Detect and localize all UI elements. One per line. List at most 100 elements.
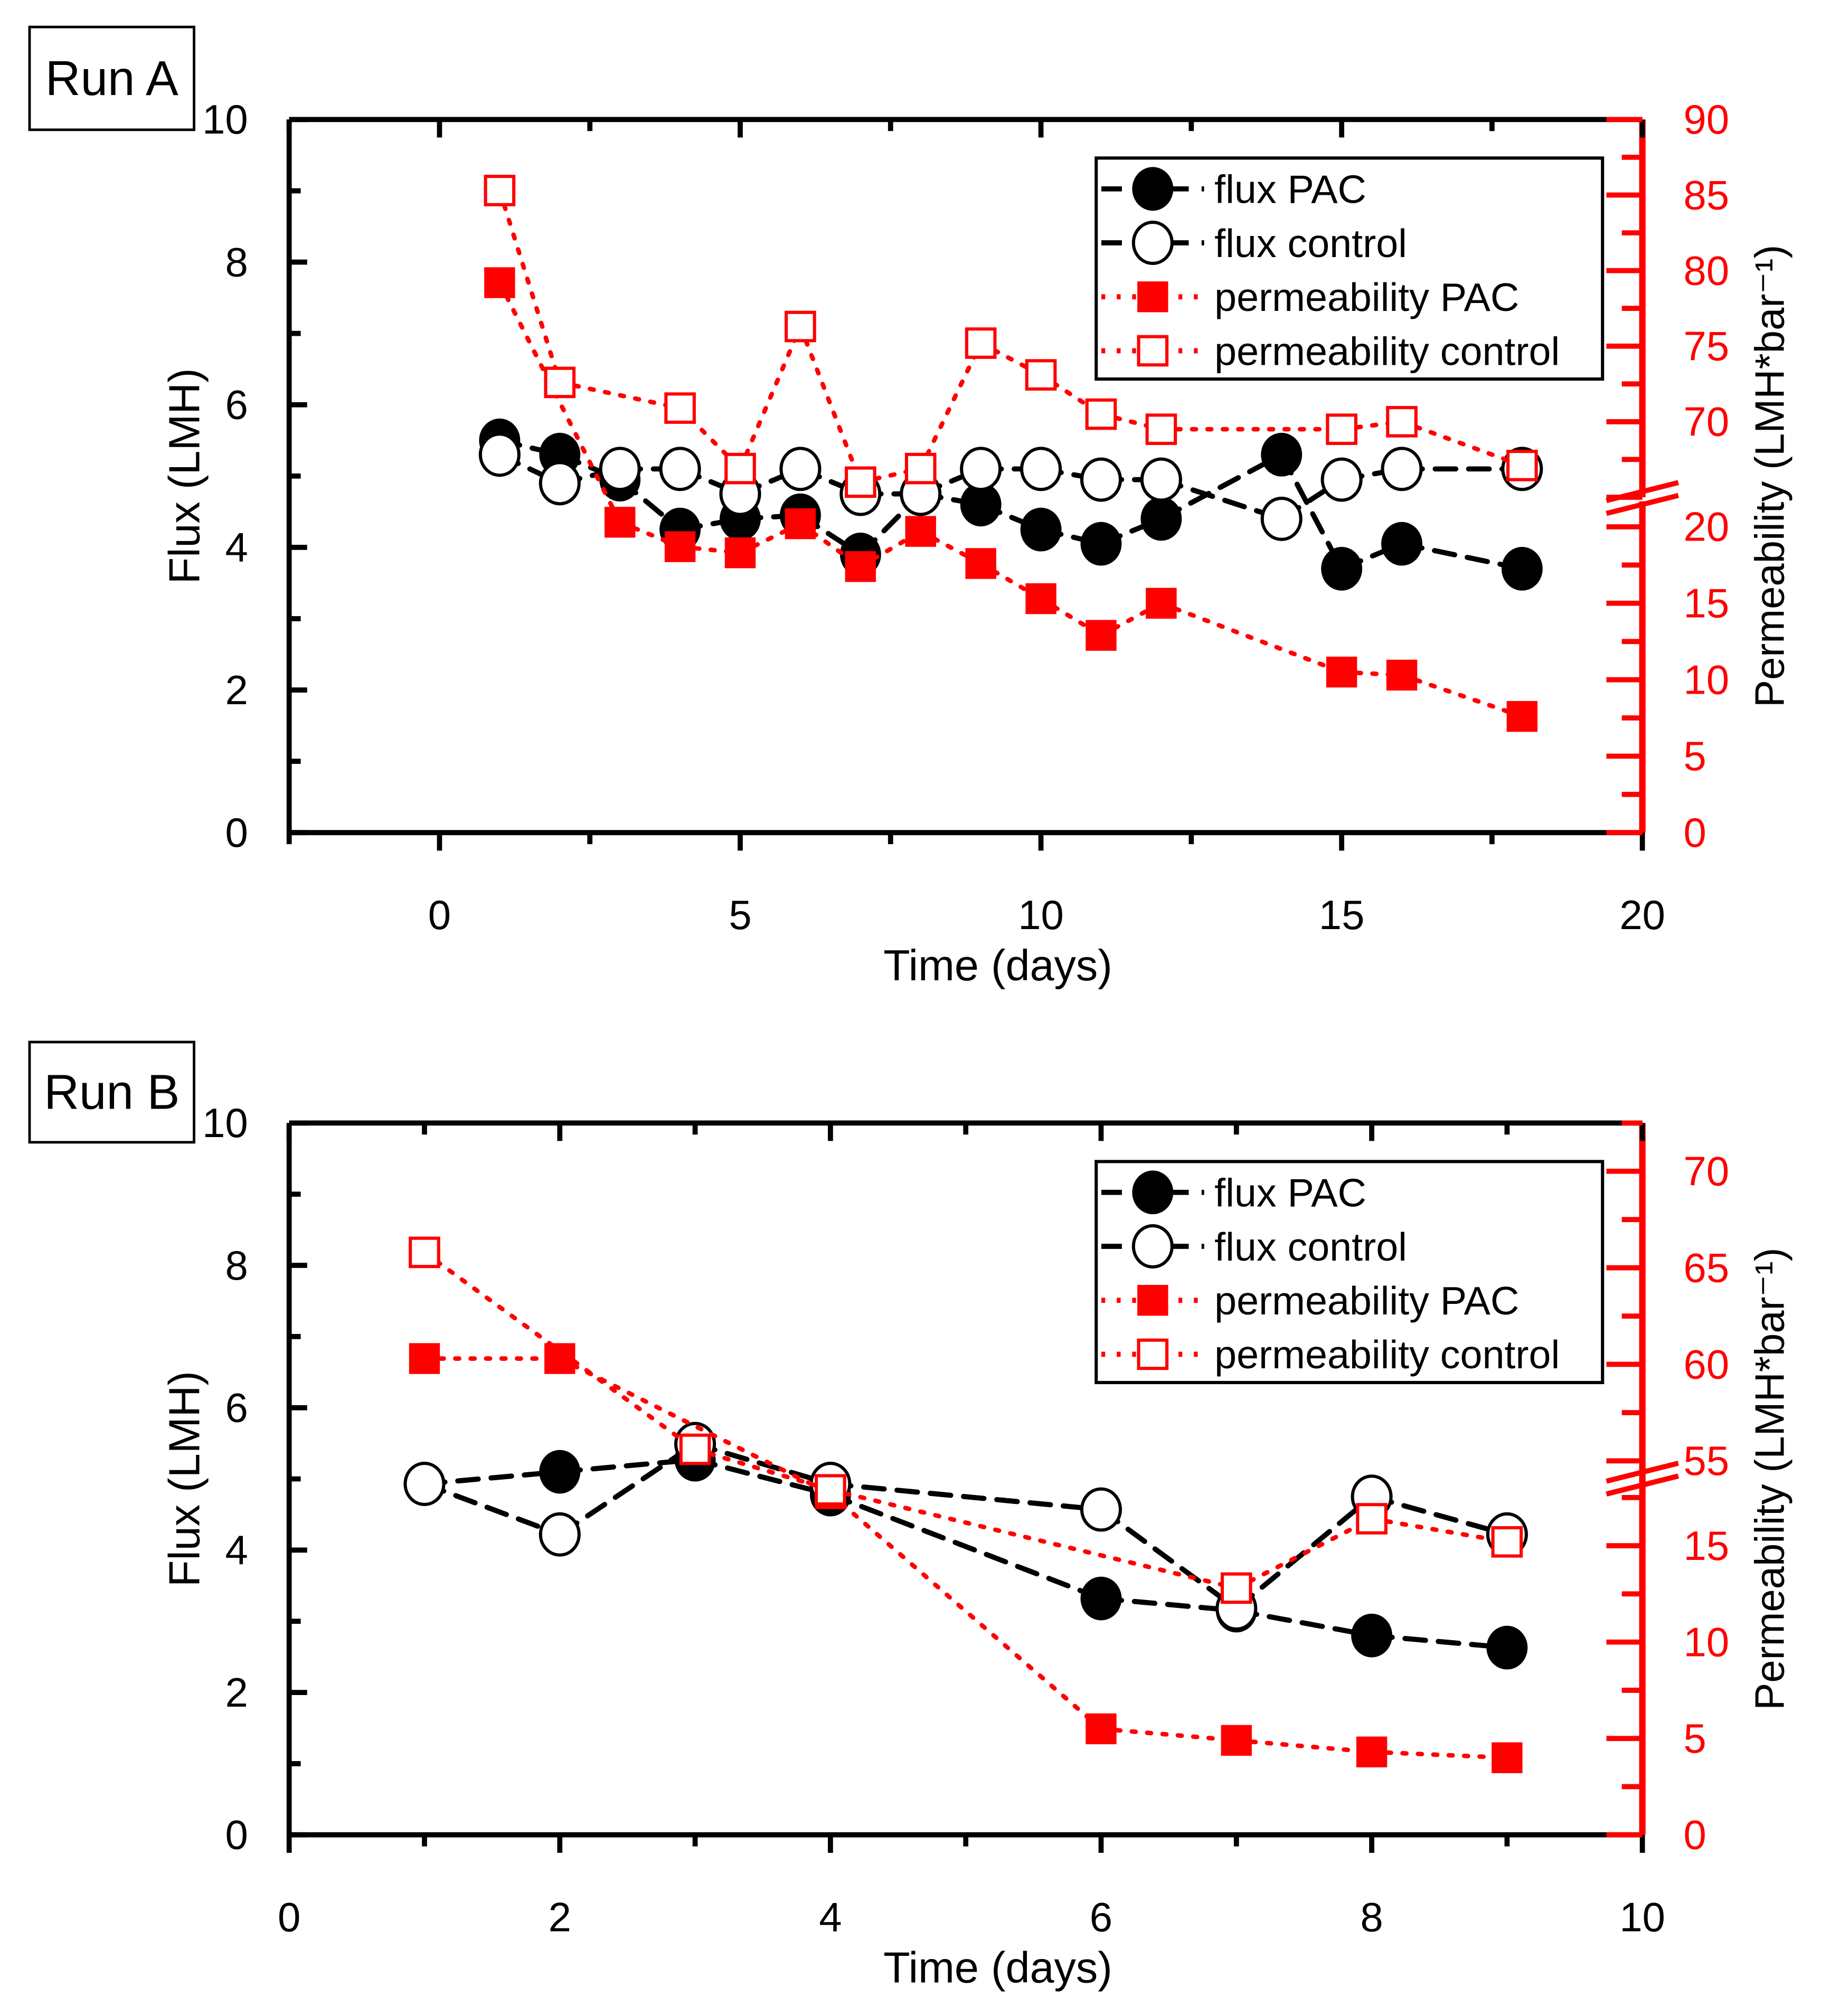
data-point	[724, 537, 756, 569]
data-point	[409, 1236, 440, 1269]
y-right-tick-label: 70	[1684, 399, 1730, 445]
data-point	[664, 531, 696, 562]
data-point	[1080, 457, 1122, 502]
data-point	[965, 548, 996, 579]
series-line-segment	[422, 1469, 563, 1487]
data-point	[539, 1450, 581, 1494]
data-point	[1386, 659, 1418, 691]
series-line-segment	[1369, 1633, 1510, 1651]
series-line-segment	[422, 1250, 697, 1452]
data-point	[1326, 656, 1357, 688]
legend-label: permeability control	[1214, 329, 1560, 373]
legend-marker	[1137, 1338, 1169, 1370]
data-point	[1381, 522, 1422, 566]
y-right-tick-label: 10	[1684, 656, 1730, 703]
data-point	[1260, 496, 1303, 541]
y-tick-label: 10	[202, 96, 248, 143]
legend-label: flux control	[1214, 221, 1407, 266]
data-point	[1326, 413, 1357, 445]
data-point	[664, 392, 696, 424]
series-line-segment	[827, 1481, 1104, 1512]
data-point	[845, 466, 876, 498]
y-tick-label: 0	[225, 1812, 248, 1858]
series-line-segment	[858, 529, 923, 569]
legend-marker	[1137, 281, 1168, 313]
data-point	[1020, 507, 1062, 552]
series-permeability-control	[409, 1236, 1523, 1604]
series-line-segment	[1099, 1726, 1239, 1743]
legend-marker	[1137, 335, 1169, 367]
data-point	[1506, 701, 1538, 732]
data-point	[659, 447, 701, 491]
x-tick-label: 0	[428, 892, 451, 938]
data-point	[1351, 1613, 1393, 1658]
y-tick-label: 6	[225, 1384, 248, 1431]
data-point	[478, 432, 521, 477]
y-right-tick-label: 70	[1684, 1148, 1730, 1195]
series-line-segment	[1098, 1596, 1239, 1613]
legend-marker	[1137, 1285, 1168, 1316]
data-point	[1085, 398, 1117, 430]
x-axis-label: Time (days)	[883, 941, 1112, 990]
series-line-segment	[1098, 1507, 1239, 1611]
y-tick-label: 10	[202, 1100, 248, 1146]
x-tick-label: 5	[729, 892, 751, 938]
data-point	[1356, 1736, 1388, 1768]
legend-marker	[1132, 1170, 1174, 1215]
y-axis-label-right: Permeability (LMH*bar⁻¹)	[1746, 1247, 1792, 1710]
data-point	[1020, 447, 1062, 491]
data-point	[785, 508, 816, 540]
data-point	[1080, 522, 1122, 566]
legend-label: flux control	[1214, 1225, 1407, 1269]
y-tick-label: 2	[225, 667, 248, 713]
data-point	[679, 1433, 711, 1465]
y-right-tick-label: 5	[1684, 733, 1706, 779]
data-point	[1492, 1742, 1523, 1773]
series-line-segment	[1399, 419, 1525, 468]
axis-break-mark	[1606, 1461, 1680, 1484]
series-line-segment	[1039, 596, 1103, 638]
data-point	[1145, 413, 1177, 445]
series-line-segment	[1159, 601, 1344, 675]
data-point	[539, 461, 581, 506]
data-point	[1220, 1572, 1252, 1604]
x-axis-label: Time (days)	[883, 1943, 1112, 1992]
y-right-tick-label: 10	[1684, 1619, 1730, 1665]
legend: flux PAC flux control permeability PAC perm…	[1095, 1160, 1605, 1385]
x-tick-label: 10	[1018, 892, 1064, 938]
data-point	[1146, 588, 1177, 619]
data-point	[544, 366, 576, 399]
series-permeability-pac	[484, 267, 1538, 732]
series-line-segment	[798, 324, 863, 485]
series-line-segment	[1099, 601, 1164, 638]
y-right-tick-label: 20	[1684, 504, 1730, 550]
data-point	[1086, 620, 1117, 651]
y-right-tick-label: 90	[1684, 96, 1730, 143]
y-axis-label-right: Permeability (LMH*bar⁻¹)	[1746, 245, 1792, 707]
series-line-segment	[557, 1356, 833, 1496]
series-line-segment	[827, 1492, 1104, 1601]
data-point	[779, 447, 822, 491]
data-point	[484, 175, 516, 206]
series-line-segment	[1234, 1738, 1374, 1755]
panel-label: Run B	[44, 1065, 180, 1120]
series-line-segment	[978, 340, 1043, 377]
legend-label: flux PAC	[1214, 1171, 1366, 1215]
x-tick-label: 20	[1619, 892, 1665, 938]
data-point	[1356, 1503, 1388, 1535]
legend-label: permeability control	[1214, 1332, 1560, 1377]
y-right-tick-label: 55	[1684, 1437, 1730, 1484]
y-tick-label: 4	[225, 524, 248, 571]
y-tick-label: 2	[225, 1669, 248, 1716]
series-line-segment	[1369, 1749, 1509, 1761]
data-point	[1491, 1526, 1523, 1558]
data-point	[724, 452, 756, 485]
series-line-segment	[1234, 1516, 1374, 1591]
series-line-segment	[1233, 1608, 1374, 1639]
data-point	[1025, 583, 1056, 614]
y-right-tick-label: 0	[1684, 809, 1706, 856]
series-line-segment	[1158, 452, 1285, 522]
y-right-tick-label: 15	[1684, 1522, 1730, 1569]
data-point	[815, 1474, 846, 1506]
data-point	[1025, 359, 1057, 391]
